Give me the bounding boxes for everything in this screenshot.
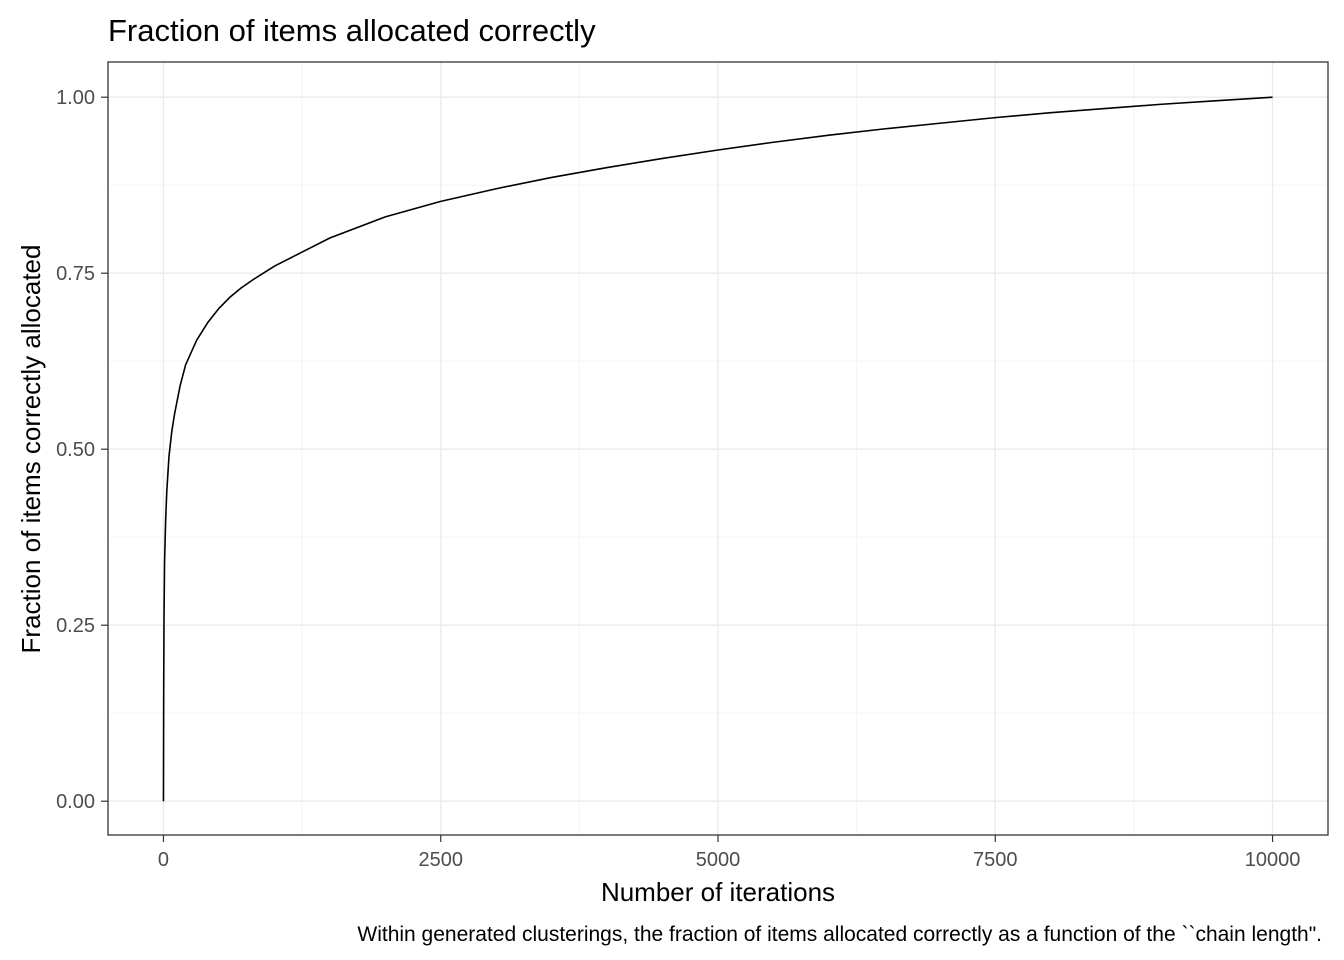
y-axis-ticks: 0.00 0.25 0.50 0.75 1.00 (56, 87, 108, 813)
x-tick-label: 0 (158, 849, 169, 871)
x-tick-label: 10000 (1245, 849, 1301, 871)
x-axis-ticks: 0 2500 5000 7500 10000 (158, 835, 1300, 871)
x-tick-label: 2500 (418, 849, 463, 871)
y-axis-title: Fraction of items correctly allocated (16, 245, 46, 654)
y-tick-label: 1.00 (56, 87, 95, 109)
series-line (162, 96, 1273, 802)
figure-caption: Within generated clusterings, the fracti… (357, 923, 1322, 946)
chart-title: Fraction of items allocated correctly (108, 13, 596, 48)
major-gridlines (108, 62, 1328, 835)
y-tick-label: 0.50 (56, 439, 95, 461)
x-tick-label: 5000 (696, 849, 741, 871)
x-tick-label: 7500 (973, 849, 1018, 871)
y-tick-label: 0.25 (56, 615, 95, 637)
y-tick-label: 0.00 (56, 791, 95, 813)
y-tick-label: 0.75 (56, 263, 95, 285)
series-layer (162, 96, 1273, 802)
x-axis-title: Number of iterations (601, 877, 835, 907)
